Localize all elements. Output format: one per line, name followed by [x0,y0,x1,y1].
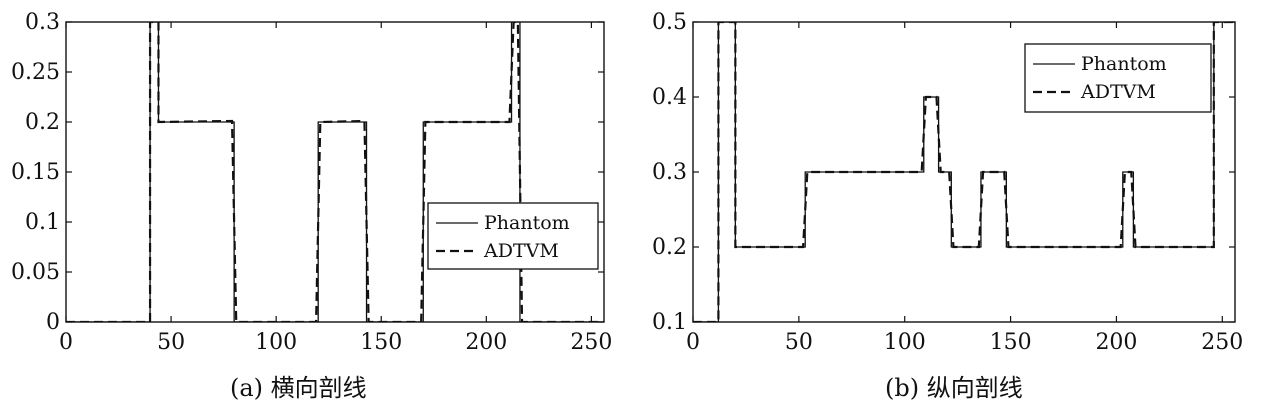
x-tick-label: 100 [884,330,926,355]
legend-box [1024,43,1212,113]
y-tick-label: 0.2 [652,235,687,260]
caption-b: (b) 纵向剖线 [885,374,1023,402]
y-tick-label: 0 [46,310,60,335]
chart-panel-b: 0 50 100 150 200 250 0.1 0.2 0.3 0.4 0.5 Phantom ADT… [633,0,1266,411]
x-tick-label: 100 [255,330,297,355]
y-tick-label: 0.15 [11,160,60,185]
series-line-phantom [66,22,604,322]
x-tick-label: 250 [570,330,612,355]
y-tick-label: 0.5 [652,10,687,35]
y-tick-label: 0.4 [652,85,687,110]
legend-label-adtvm: ADTVM [1080,81,1156,103]
y-tick-label: 0.25 [11,60,60,85]
plot-frame [65,21,605,323]
y-tick-label: 0.3 [25,10,60,35]
x-tick-label: 150 [360,330,402,355]
chart-panel-a: 0 50 100 150 200 250 0 0.05 0.1 0.15 0.2 0.25 0.3 Pha… [11,10,612,402]
x-tick-label: 200 [1095,330,1137,355]
x-tick-label: 50 [785,330,813,355]
x-tick-label: 150 [990,330,1032,355]
legend-label-phantom: Phantom [1081,53,1167,75]
legend-label-adtvm: ADTVM [483,240,559,262]
series-line-adtvm [693,22,1235,322]
chart-a-svg: 0 50 100 150 200 250 0 0.05 0.1 0.15 0.2 0.25 0.3 Pha… [11,10,612,355]
y-tick-label: 0.1 [25,210,60,235]
series-line-phantom [693,22,1235,322]
y-tick-label: 0.05 [11,260,60,285]
x-tick-label: 200 [465,330,507,355]
x-tick-label: 50 [157,330,185,355]
y-tick-label: 0.1 [652,310,687,335]
x-tick-label: 0 [59,330,73,355]
y-tick-label: 0.2 [25,110,60,135]
legend-label-phantom: Phantom [484,212,570,234]
y-tick-label: 0.3 [652,160,687,185]
x-tick-label: 0 [686,330,700,355]
caption-a: (a) 横向剖线 [230,374,367,402]
series-line-adtvm [66,22,604,322]
legend-box [427,202,599,270]
x-tick-label: 250 [1201,330,1243,355]
chart-b-svg: 0 50 100 150 200 250 0.1 0.2 0.3 0.4 0.5 Phantom ADT… [652,10,1243,355]
